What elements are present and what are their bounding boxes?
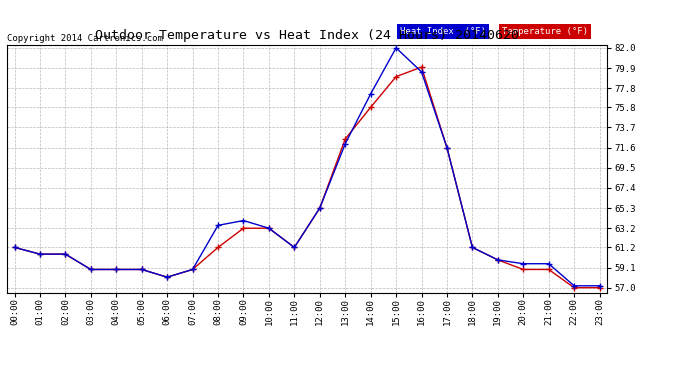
- Text: Heat Index  (°F): Heat Index (°F): [400, 27, 486, 36]
- Title: Outdoor Temperature vs Heat Index (24 Hours) 20140620: Outdoor Temperature vs Heat Index (24 Ho…: [95, 30, 519, 42]
- Text: Temperature (°F): Temperature (°F): [502, 27, 588, 36]
- Text: Copyright 2014 Cartronics.com: Copyright 2014 Cartronics.com: [7, 33, 163, 42]
